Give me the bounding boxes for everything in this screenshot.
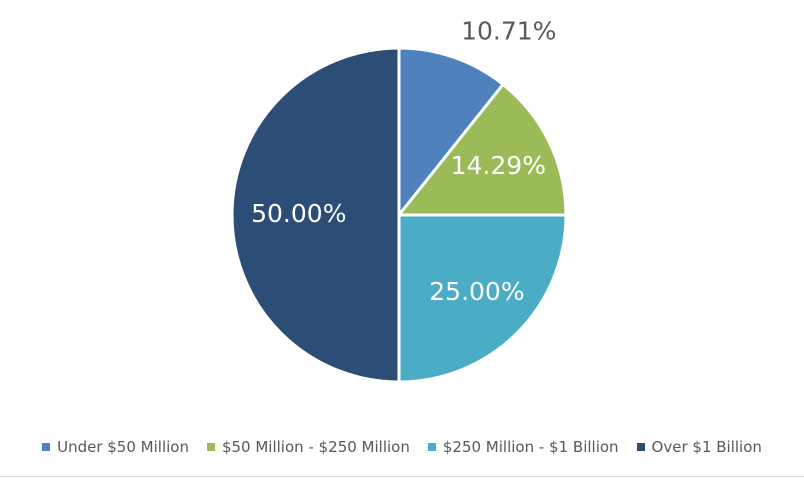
pie-slice-250-million-1-billion [397,213,568,384]
pie-slice-under-50-million [397,46,505,217]
legend-label: $250 Million - $1 Billion [442,438,619,456]
bottom-divider [0,476,804,477]
legend-swatch [427,443,436,451]
chart-legend: Under $50 Million $50 Million - $250 Mil… [0,438,804,456]
data-label-250-million-1-billion: 25.00% [429,277,524,306]
legend-item-over-1-billion: Over $1 Billion [636,438,762,456]
pie-slice-over-1-billion [230,46,401,384]
legend-label: $50 Million - $250 Million [221,438,410,456]
legend-label: Over $1 Billion [651,438,762,456]
legend-item-250-million-to-1-billion: $250 Million - $1 Billion [427,438,619,456]
legend-item-under-50-million: Under $50 Million [42,438,189,456]
legend-swatch [206,443,215,451]
data-label-50-million-250-million: 14.29% [451,151,546,180]
data-label-over-1-billion: 50.00% [251,199,346,228]
legend-swatch [636,443,645,451]
legend-swatch [42,443,51,451]
data-label-under-50-million: 10.71% [461,16,556,45]
legend-label: Under $50 Million [57,438,189,456]
legend-item-50-to-250-million: $50 Million - $250 Million [206,438,410,456]
pie-slice-50-million-250-million [397,82,568,217]
